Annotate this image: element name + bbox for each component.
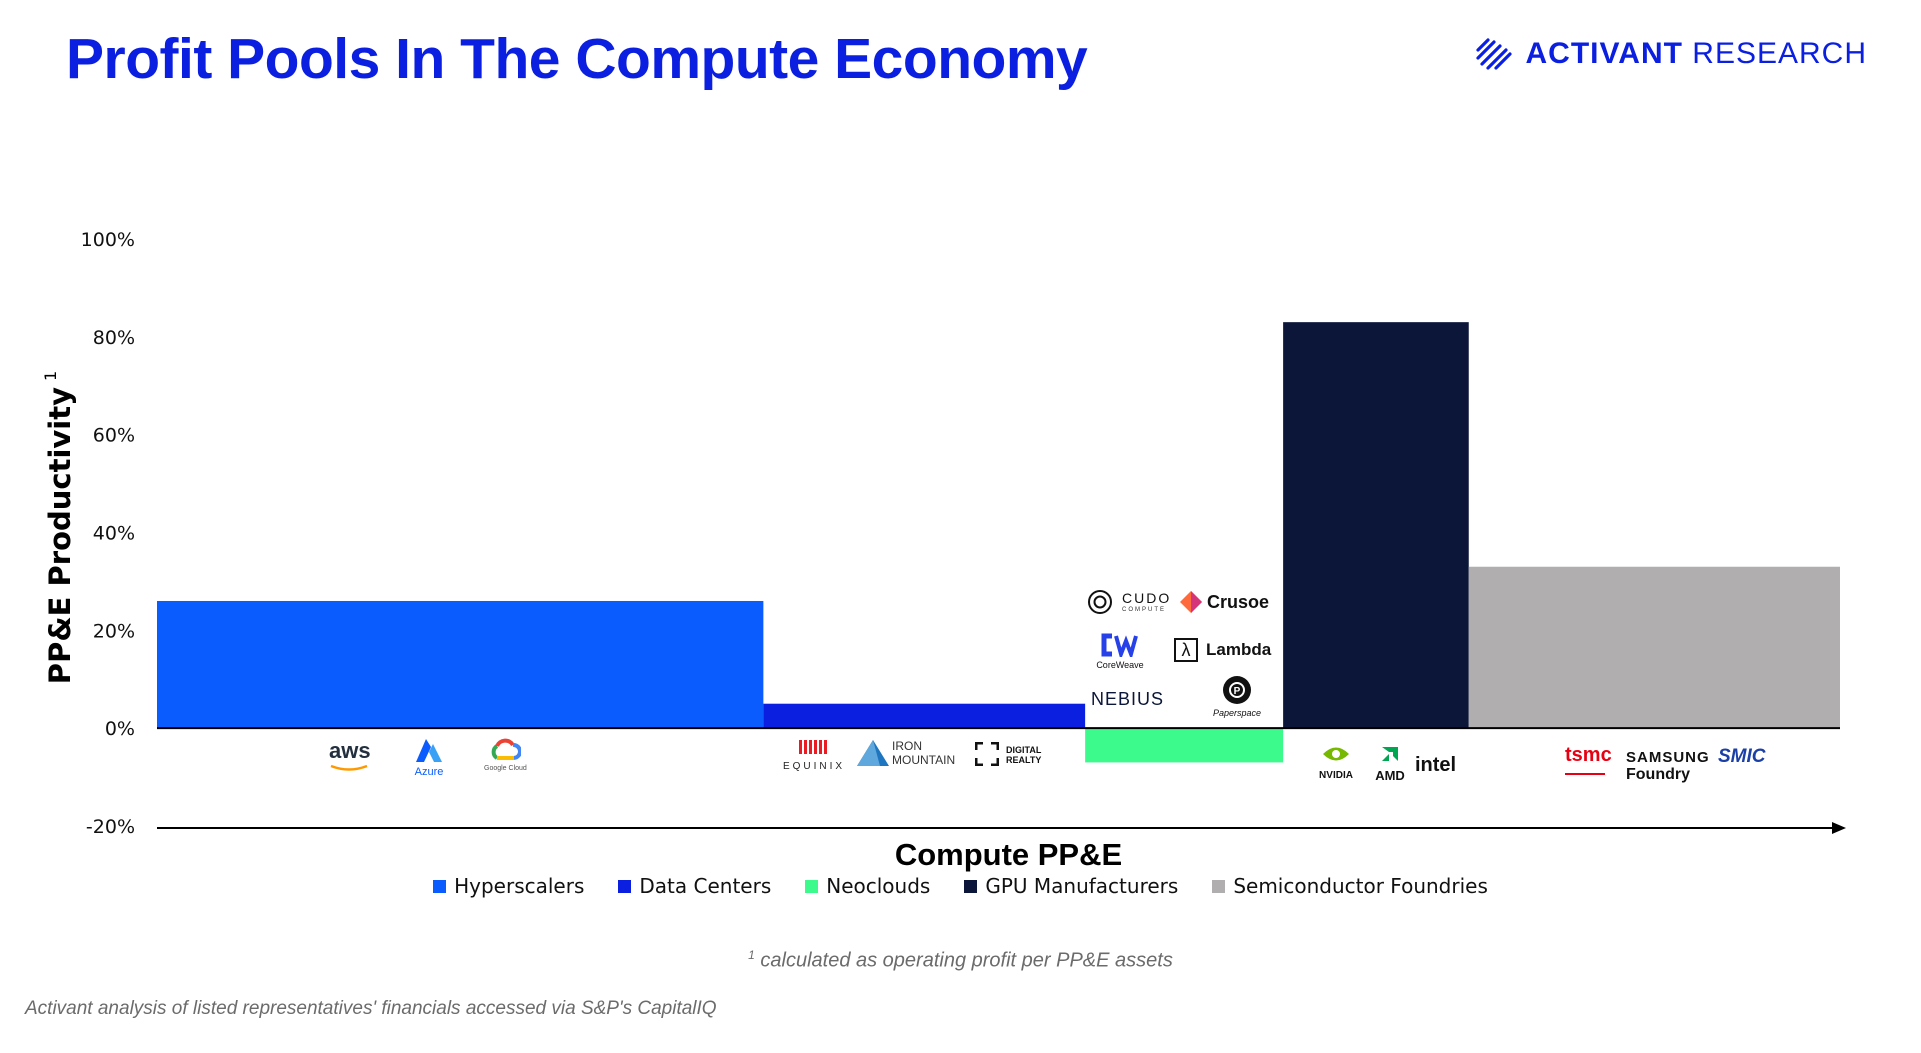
google-cloud-icon — [491, 738, 522, 760]
intel-logo: intel — [1415, 754, 1457, 776]
x-axis-label: Compute PP&E — [895, 837, 1122, 872]
legend-swatch — [1212, 879, 1226, 893]
legend-label: Neoclouds — [826, 874, 931, 898]
y-tick-label: 80% — [93, 327, 135, 349]
y-axis-label: PP&E Productivity 1 — [41, 371, 77, 684]
footnote: 1 calculated as operating profit per PP&… — [748, 948, 1173, 972]
lambda-icon: λ — [1174, 638, 1198, 662]
cudo-icon — [1088, 590, 1112, 614]
bar-data-centers — [763, 703, 1086, 729]
nvidia-logo: NVIDIA — [1313, 743, 1359, 781]
legend-label: Hyperscalers — [454, 874, 585, 898]
paperspace-icon: P — [1223, 676, 1251, 704]
y-axis-label-superscript: 1 — [41, 371, 60, 381]
legend-item: GPU Manufacturers — [964, 874, 1178, 898]
source-note: Activant analysis of listed representati… — [25, 998, 717, 1019]
legend-label: Semiconductor Foundries — [1233, 874, 1488, 898]
smic-logo: SMIC — [1718, 746, 1766, 767]
svg-text:PP&E Productivity1: PP&E Productivity 1 — [41, 371, 77, 684]
legend-swatch — [618, 879, 632, 893]
coreweave-logo: CoreWeave — [1090, 633, 1150, 670]
chart-legend: Hyperscalers Data Centers Neoclouds GPU Man… — [0, 874, 1921, 898]
legend-item: Hyperscalers — [433, 874, 584, 898]
legend-item: Neoclouds — [805, 874, 930, 898]
equinix-logo: EQUINIX — [780, 738, 848, 772]
crusoe-icon — [1180, 591, 1202, 613]
aws-smile-icon — [330, 764, 368, 771]
paperspace-logo: P Paperspace — [1206, 675, 1268, 718]
y-tick-label: -20% — [86, 816, 135, 838]
nvidia-icon — [1323, 747, 1349, 761]
legend-swatch — [433, 879, 447, 893]
brand-logo: ACTIVANT RESEARCH — [1475, 34, 1867, 74]
legend-item: Semiconductor Foundries — [1212, 874, 1488, 898]
y-tick-label: 40% — [93, 523, 135, 545]
iron-mountain-icon — [857, 740, 889, 766]
x-axis-arrow — [157, 822, 1846, 834]
bar-gpu-manufacturers — [1283, 322, 1469, 729]
google-cloud-logo: Google Cloud — [484, 736, 527, 772]
samsung-foundry-logo: SAMSUNG Foundry — [1626, 749, 1710, 783]
legend-item: Data Centers — [618, 874, 771, 898]
svg-text:P: P — [1234, 686, 1241, 697]
coreweave-icon — [1101, 633, 1138, 661]
page-title: Profit Pools In The Compute Economy — [66, 27, 1088, 91]
bar-hyperscalers — [157, 600, 764, 729]
nebius-logo: NEBIUS — [1091, 689, 1165, 709]
y-tick-label: 100% — [81, 229, 135, 251]
azure-logo: Azure — [409, 738, 449, 778]
y-axis-label-text: PP&E Productivity — [43, 387, 77, 684]
aws-logo: aws — [329, 738, 371, 771]
bar-semiconductor-foundries — [1468, 566, 1840, 729]
brand-name: ACTIVANT RESEARCH — [1525, 37, 1867, 70]
amd-icon — [1382, 747, 1398, 761]
legend-swatch — [964, 879, 978, 893]
bar-neoclouds — [1085, 728, 1284, 763]
legend-swatch — [805, 879, 819, 893]
y-tick-label: 60% — [93, 425, 135, 447]
amd-logo: AMD — [1372, 745, 1408, 783]
legend-label: Data Centers — [639, 874, 772, 898]
azure-icon — [416, 739, 442, 762]
activant-mark-icon — [1475, 38, 1512, 70]
digital-realty-icon — [975, 742, 999, 766]
equinix-icon — [799, 740, 827, 754]
y-tick-label: 0% — [105, 718, 135, 740]
y-tick-label: 20% — [93, 620, 135, 642]
tsmc-logo: tsmc — [1565, 744, 1612, 775]
legend-label: GPU Manufacturers — [985, 874, 1179, 898]
